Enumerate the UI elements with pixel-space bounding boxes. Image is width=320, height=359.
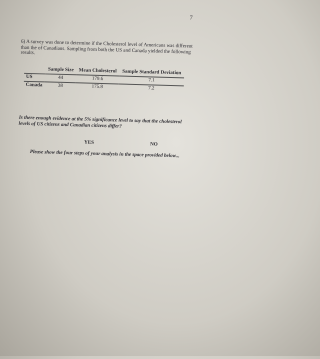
worksheet: 7 6) A survey was done to determine if t… [18,15,193,160]
question-prompt: Is there enough evidence at the 5% signi… [18,115,182,130]
table-cell: 175.8 [75,82,119,92]
page: 7 6) A survey was done to determine if t… [0,0,200,356]
instruction: Please show the four steps of your analy… [29,150,180,160]
option: YES [84,140,94,146]
table-cell: 7.2 [118,84,184,94]
results-table: Sample Size Mean Cholesterol Sample Stan… [23,66,185,94]
table-body: US 44 179.6 7.1 Canada 38 175.8 7.2 [23,73,185,94]
question-intro: 6) A survey was done to determine if the… [20,39,193,57]
row-label: Canada [23,81,46,90]
page-number: 7 [189,15,193,22]
table-cell: 38 [44,81,76,91]
option: NO [150,142,158,148]
